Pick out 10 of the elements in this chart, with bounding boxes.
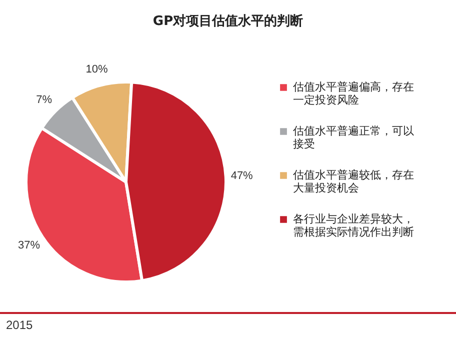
legend-label: 估值水平普遍偏高，存在一定投资风险 [293, 80, 414, 106]
data-label: 47% [230, 170, 254, 182]
legend-label: 估值水平普遍较低，存在大量投资机会 [293, 168, 414, 194]
text: 2015 [6, 318, 33, 332]
chart-title: GP对项目估值水平的判断 [152, 14, 304, 29]
data-label: 7% [36, 94, 52, 106]
legend-label: 估值水平普遍正常，可以接受 [293, 124, 414, 150]
legend-label: 各行业与企业差异较大，需根据实际情况作出判断 [293, 212, 414, 238]
data-label: 10% [86, 64, 108, 76]
data-label: 37% [18, 240, 40, 252]
